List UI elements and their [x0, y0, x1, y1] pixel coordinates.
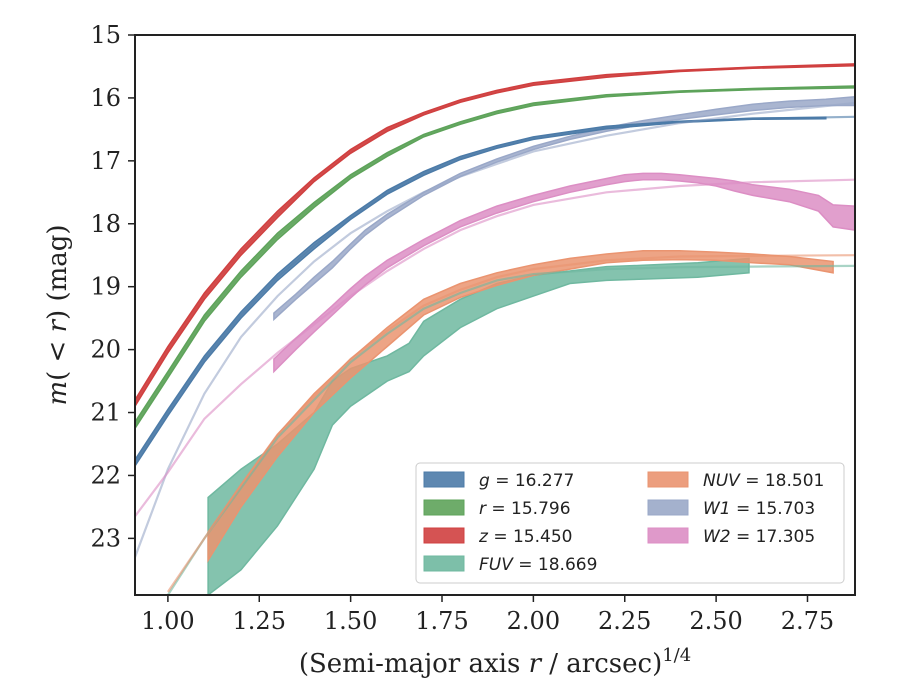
legend-entry-w2: W2 = 17.305 — [647, 527, 815, 547]
legend-swatch — [647, 499, 689, 516]
legend-label: g = 16.277 — [479, 471, 574, 491]
band-z — [135, 63, 855, 408]
model-line-z — [135, 63, 855, 404]
model-line-g — [135, 115, 855, 464]
model-line-r — [135, 85, 855, 426]
series-model-lines — [135, 63, 855, 595]
band-nuv — [207, 250, 834, 564]
legend-entry-nuv: NUV = 18.501 — [647, 471, 824, 491]
legend-label: z = 15.450 — [478, 527, 572, 547]
y-tick-label: 16 — [90, 84, 121, 112]
legend-swatch — [423, 471, 465, 488]
legend-label: r = 15.796 — [479, 499, 571, 519]
legend-label: NUV = 18.501 — [703, 471, 824, 491]
y-tick-label: 23 — [90, 524, 121, 552]
y-axis-title: m( < r) (mag) — [43, 224, 73, 405]
y-tick-label: 15 — [90, 21, 121, 49]
legend-swatch — [423, 499, 465, 516]
legend-swatch — [647, 471, 689, 488]
band-fuv — [207, 257, 750, 595]
x-tick-label: 2.25 — [598, 607, 651, 635]
y-tick-label: 19 — [90, 273, 121, 301]
y-tick-label: 20 — [90, 336, 121, 364]
x-tick-label: 1.00 — [141, 607, 194, 635]
legend-entry-w1: W1 = 15.703 — [647, 499, 815, 519]
y-tick-label: 18 — [90, 210, 121, 238]
legend: g = 16.277 r = 15.796 z = 15.450 FUV = 18.6… — [415, 462, 845, 584]
band-r — [135, 85, 855, 430]
y-tick-label: 21 — [90, 399, 121, 427]
y-tick-label: 22 — [90, 461, 121, 489]
model-line-w2 — [135, 178, 855, 517]
y-tick-label: 17 — [90, 147, 121, 175]
legend-entry-g: g = 16.277 — [423, 471, 574, 491]
legend-swatch — [647, 527, 689, 544]
legend-entry-r: r = 15.796 — [423, 499, 571, 519]
x-axis-title: (Semi-major axis r / arcsec)1/4 — [299, 645, 691, 679]
band-w2 — [273, 172, 855, 374]
legend-label: W1 = 15.703 — [703, 499, 815, 519]
x-tick-label: 2.75 — [781, 607, 834, 635]
x-tick-label: 2.50 — [689, 607, 742, 635]
model-line-nuv — [166, 254, 855, 593]
x-tick-label: 2.00 — [507, 607, 560, 635]
axes: 1.00 1.25 1.50 1.75 2.00 2.25 2.50 2.75 15 16 17 18… — [90, 21, 856, 635]
legend-entry-z: z = 15.450 — [423, 527, 572, 547]
plot-frame — [134, 34, 856, 596]
x-tick-label: 1.50 — [324, 607, 377, 635]
legend-entry-fuv: FUV = 18.669 — [423, 555, 597, 575]
legend-label: FUV = 18.669 — [479, 555, 597, 575]
x-tick-label: 1.75 — [415, 607, 468, 635]
legend-swatch — [423, 527, 465, 544]
x-tick-label: 1.25 — [233, 607, 286, 635]
legend-swatch — [423, 555, 465, 572]
model-line-w1 — [135, 101, 855, 558]
legend-label: W2 = 17.305 — [703, 527, 815, 547]
legend-frame — [415, 462, 845, 584]
model-line-fuv — [166, 264, 855, 595]
